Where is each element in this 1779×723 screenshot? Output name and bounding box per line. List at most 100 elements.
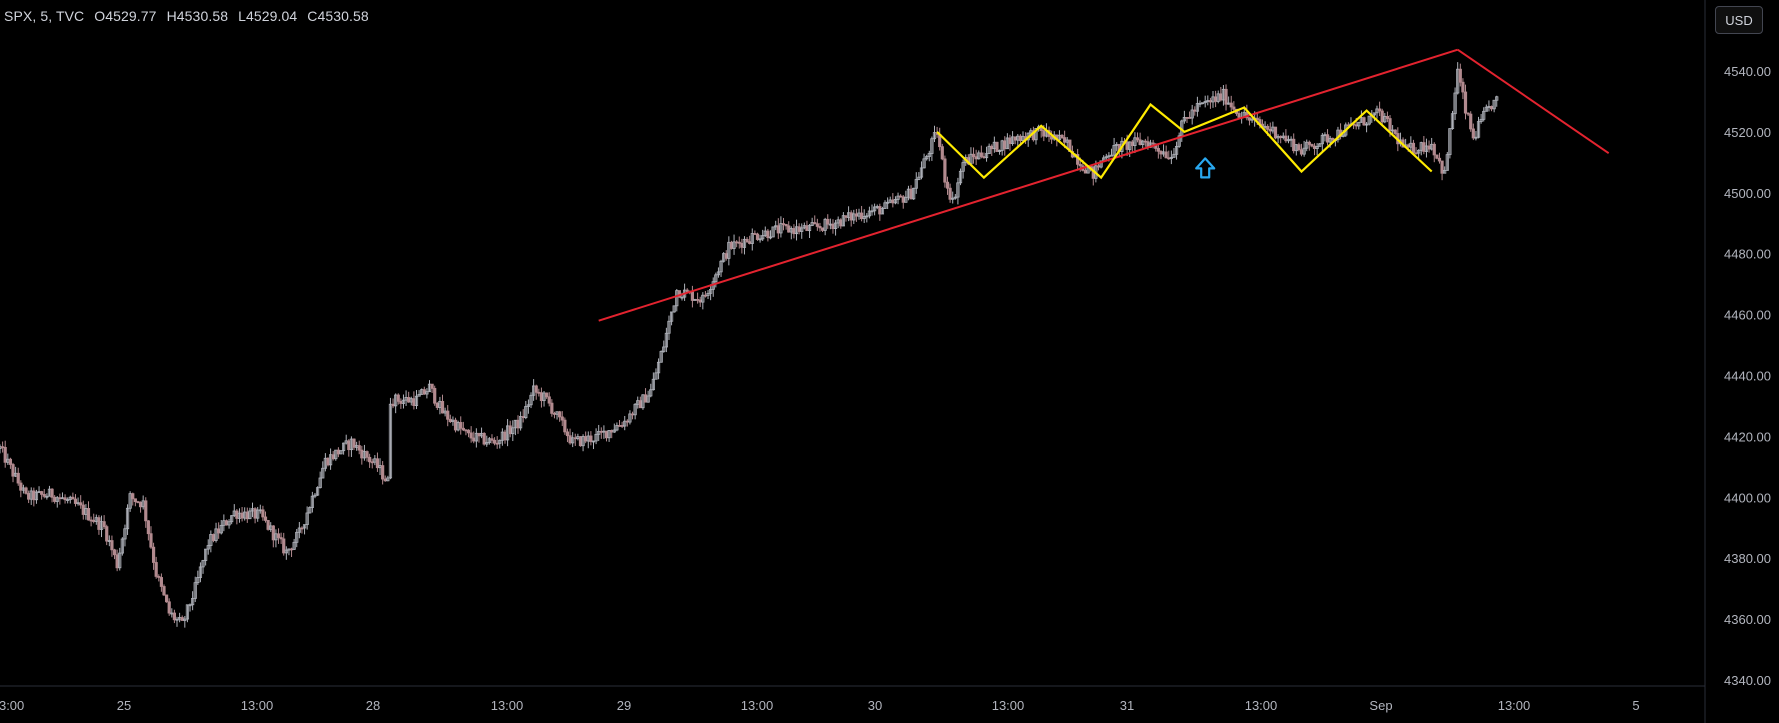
candle-body xyxy=(321,467,325,479)
candle-body xyxy=(815,223,819,227)
candle-body xyxy=(55,497,59,502)
candle-body xyxy=(256,509,260,519)
candle-body xyxy=(339,450,343,455)
candle-body xyxy=(940,146,944,160)
candle-body xyxy=(1138,139,1142,145)
candle-body xyxy=(956,182,960,198)
legend-title: SPX, 5, TVC xyxy=(4,8,85,24)
candle-body xyxy=(753,233,757,235)
candle-body xyxy=(492,439,497,444)
candle-body xyxy=(1229,102,1233,108)
time-tick-label: 13:00 xyxy=(241,698,274,713)
candle-body xyxy=(508,425,512,435)
candle-body xyxy=(550,402,554,414)
candle-body xyxy=(607,430,611,439)
candle-body xyxy=(552,412,557,415)
candle-body xyxy=(1411,142,1416,154)
candle-body xyxy=(112,549,117,556)
candle-body xyxy=(1479,118,1483,122)
time-tick-label: 29 xyxy=(617,698,631,713)
candle-body xyxy=(594,433,598,442)
candle-body xyxy=(912,187,916,200)
candle-body xyxy=(289,548,294,551)
candle-body xyxy=(1453,92,1457,115)
candle-body xyxy=(1383,115,1387,123)
candle-body xyxy=(336,449,340,455)
candle-body xyxy=(539,392,544,402)
candle-body xyxy=(771,226,775,238)
candle-body xyxy=(841,215,845,227)
candle-body xyxy=(401,399,406,404)
candle-body xyxy=(706,292,710,296)
candle-body xyxy=(1086,167,1090,174)
candle-body xyxy=(997,150,1002,152)
candle-body xyxy=(714,274,718,283)
candle-body xyxy=(227,521,231,526)
candle-body xyxy=(1299,149,1304,155)
candle-body xyxy=(461,427,465,431)
candle-body xyxy=(40,491,44,495)
rising-trendline[interactable] xyxy=(598,48,1458,322)
candle-body xyxy=(360,449,364,459)
zigzag-pattern[interactable] xyxy=(936,102,1433,180)
candle-body xyxy=(547,396,551,404)
candle-body xyxy=(1307,141,1311,145)
candle-body xyxy=(196,577,200,584)
candle-body xyxy=(102,521,106,528)
candle-body xyxy=(1177,135,1181,147)
candle-body xyxy=(571,437,575,444)
candle-body xyxy=(144,500,148,522)
time-tick-label: 30 xyxy=(868,698,882,713)
interval-label: 5 xyxy=(40,8,49,24)
candle-body xyxy=(805,225,809,232)
time-tick-label: 13:00 xyxy=(992,698,1025,713)
candle-body xyxy=(191,598,195,606)
candle-body xyxy=(198,566,203,578)
candle-body xyxy=(341,442,346,452)
candle-body xyxy=(1315,146,1319,149)
price-tick-label: 4360.00 xyxy=(1724,612,1771,627)
candle-body xyxy=(185,604,190,620)
candle-body xyxy=(735,241,739,244)
candle-body xyxy=(1432,143,1436,156)
candle-body xyxy=(719,260,723,273)
candle-body xyxy=(1247,117,1252,121)
candle-body xyxy=(651,378,655,391)
candle-body xyxy=(482,432,486,445)
candle-body xyxy=(328,454,333,466)
candle-body xyxy=(727,241,731,259)
candle-body xyxy=(235,510,239,519)
candle-body xyxy=(1367,115,1371,125)
candle-body xyxy=(982,156,986,159)
time-axis[interactable]: 13:00 25 13:00 28 13:00 29 13:00 30 13:00 31 13:00… xyxy=(0,685,1705,713)
candle-body xyxy=(1422,142,1426,152)
candle-body xyxy=(79,502,83,506)
up-arrow-icon[interactable] xyxy=(1195,157,1216,179)
candle-body xyxy=(1112,145,1116,156)
candle-body xyxy=(914,179,918,189)
candle-body xyxy=(1,446,5,449)
candle-body xyxy=(495,442,499,445)
candle-body xyxy=(1034,128,1038,141)
candle-body xyxy=(388,403,393,479)
time-tick-label: 25 xyxy=(117,698,131,713)
candle-body xyxy=(662,346,666,352)
candle-body xyxy=(893,199,898,204)
candle-body xyxy=(466,429,471,434)
candle-body xyxy=(302,524,307,529)
candle-body xyxy=(433,388,437,404)
candle-body xyxy=(159,577,163,587)
candle-body xyxy=(315,487,320,496)
candle-body xyxy=(1250,118,1254,121)
candle-body xyxy=(1185,116,1189,119)
candle-body xyxy=(748,241,752,244)
candle-body xyxy=(399,400,403,404)
candle-body xyxy=(407,397,411,403)
price-axis[interactable]: 4340.00 4360.00 4380.00 4400.00 4420.00 4440.… xyxy=(1704,0,1771,723)
projection-trendline[interactable] xyxy=(1457,48,1610,155)
candle-body xyxy=(1427,145,1431,150)
candle-body xyxy=(1083,169,1088,174)
currency-button[interactable]: USD xyxy=(1715,6,1763,34)
